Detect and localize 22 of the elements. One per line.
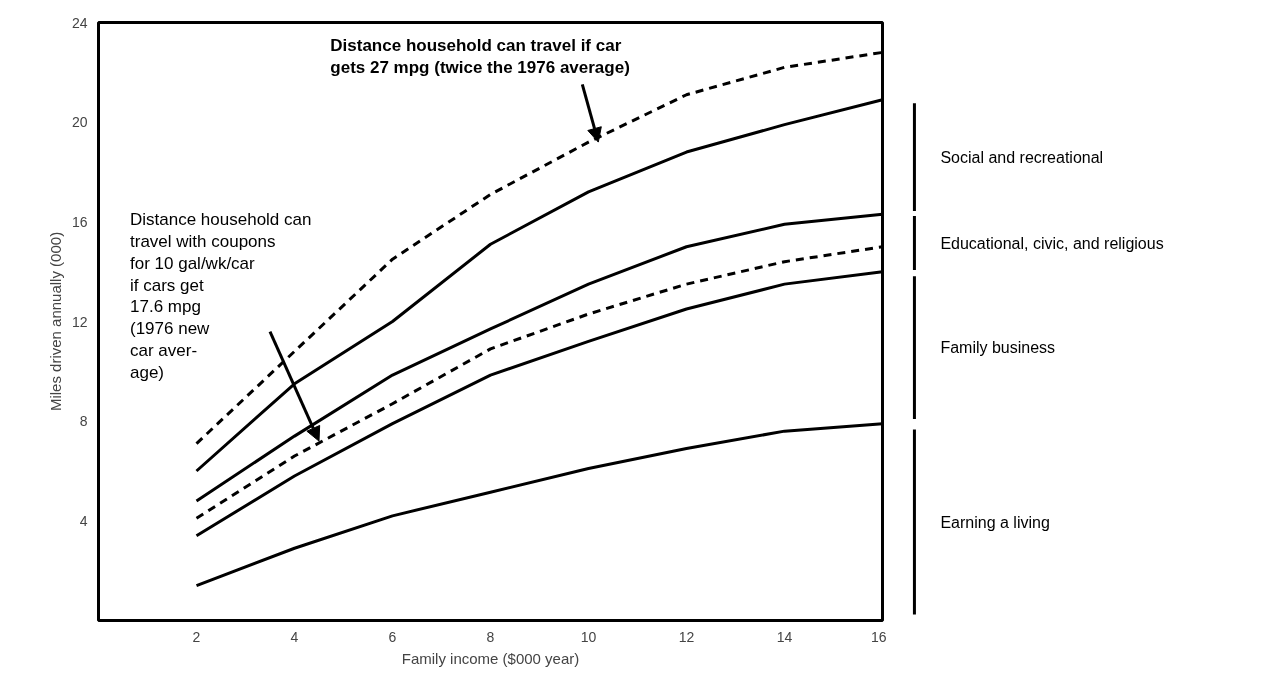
x-tick-label: 14: [776, 628, 793, 645]
y-tick-label: 20: [71, 114, 88, 131]
y-axis-title: Miles driven annually (000): [46, 231, 64, 412]
x-tick-label: 8: [486, 628, 495, 645]
text: Social and recreational: [940, 148, 1104, 166]
x-tick-label: 4: [290, 628, 299, 645]
x-tick-label: 6: [388, 628, 397, 645]
text: Family business: [940, 339, 1056, 357]
x-tick-label: 12: [678, 628, 695, 645]
text: Earning a living: [940, 513, 1050, 531]
x-tick-label: 2: [192, 628, 201, 645]
text: Educational, civic, and religious: [940, 234, 1164, 252]
x-tick-label: 10: [580, 628, 597, 645]
y-tick-label: 12: [71, 313, 88, 330]
annotation: Distance household can travel with coupons for 10 gal/wk/car if cars get 17.6 mpg (1976 new car aver- age): [130, 210, 312, 383]
y-tick-label: 4: [79, 512, 88, 529]
x-tick-label: 16: [870, 628, 887, 645]
y-tick-label: 24: [71, 14, 88, 31]
y-tick-label: 16: [71, 213, 88, 230]
x-axis-title: Family income ($000 year): [401, 649, 580, 667]
y-tick-label: 8: [79, 413, 88, 430]
annotation: Distance household can travel if car gets 27 mpg (twice the 1976 average): [330, 36, 630, 77]
